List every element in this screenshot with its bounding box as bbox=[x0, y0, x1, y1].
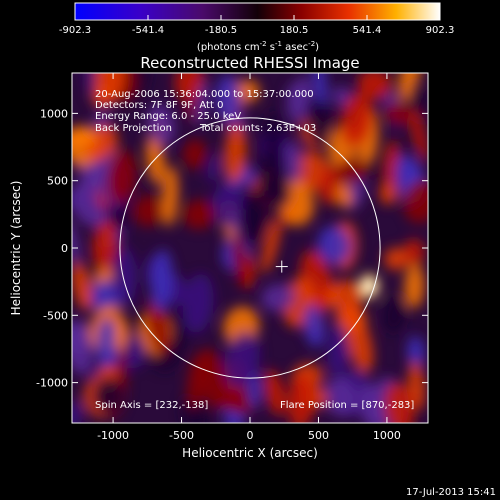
y-tick-label: 1000 bbox=[40, 107, 68, 120]
timestamp: 17-Jul-2013 15:41 bbox=[406, 487, 496, 498]
annotation-total-counts: Total counts: 2.63E+03 bbox=[199, 123, 316, 134]
annotation-detectors: Detectors: 7F 8F 9F, Att 0 bbox=[95, 100, 223, 111]
y-tick-label: 500 bbox=[47, 175, 68, 188]
colorbar-tick-label: -902.3 bbox=[59, 25, 91, 36]
colorbar-ticks: -902.3 -541.4 -180.5 180.5 541.4 902.3 bbox=[59, 15, 454, 36]
y-tick-label: -500 bbox=[43, 309, 68, 322]
x-tick-label: 0 bbox=[247, 429, 254, 442]
heatmap-image bbox=[72, 73, 428, 423]
y-axis-label: Heliocentric Y (arcsec) bbox=[9, 181, 23, 316]
axis-ticks: -1000 -500 0 500 1000 1000 500 0 -500 -1000 bbox=[36, 73, 428, 442]
y-tick-label: 0 bbox=[61, 242, 68, 255]
x-tick-label: -1000 bbox=[97, 429, 129, 442]
annotation-flare-position: Flare Position = [870,-283] bbox=[280, 400, 414, 411]
colorbar-tick-label: 180.5 bbox=[280, 25, 309, 36]
annotation-spin-axis: Spin Axis = [232,-138] bbox=[95, 400, 208, 411]
annotations: 20-Aug-2006 15:36:04.000 to 15:37:00.000… bbox=[95, 89, 414, 411]
plot-title: Reconstructed RHESSI Image bbox=[140, 54, 359, 72]
annotation-method: Back Projection bbox=[95, 123, 172, 134]
y-tick-label: -1000 bbox=[36, 377, 68, 390]
colorbar-tick-label: -180.5 bbox=[205, 25, 237, 36]
colorbar: -902.3 -541.4 -180.5 180.5 541.4 902.3 (photo… bbox=[59, 2, 454, 53]
colorbar-units: (photons cm-2 s-1 asec-2) bbox=[197, 40, 319, 53]
annotation-energy-range: Energy Range: 6.0 - 25.0 keV bbox=[95, 111, 241, 122]
colorbar-tick-label: 902.3 bbox=[426, 25, 455, 36]
x-tick-label: 500 bbox=[308, 429, 329, 442]
solar-limb-circle bbox=[119, 117, 381, 379]
annotation-time-range: 20-Aug-2006 15:36:04.000 to 15:37:00.000 bbox=[95, 89, 314, 100]
flare-position-marker bbox=[275, 260, 288, 273]
colorbar-tick-label: 541.4 bbox=[353, 25, 382, 36]
x-tick-label: -500 bbox=[169, 429, 194, 442]
colorbar-gradient bbox=[74, 2, 441, 21]
x-tick-label: 1000 bbox=[373, 429, 401, 442]
colorbar-tick-label: -541.4 bbox=[132, 25, 164, 36]
x-axis-label: Heliocentric X (arcsec) bbox=[182, 446, 318, 460]
